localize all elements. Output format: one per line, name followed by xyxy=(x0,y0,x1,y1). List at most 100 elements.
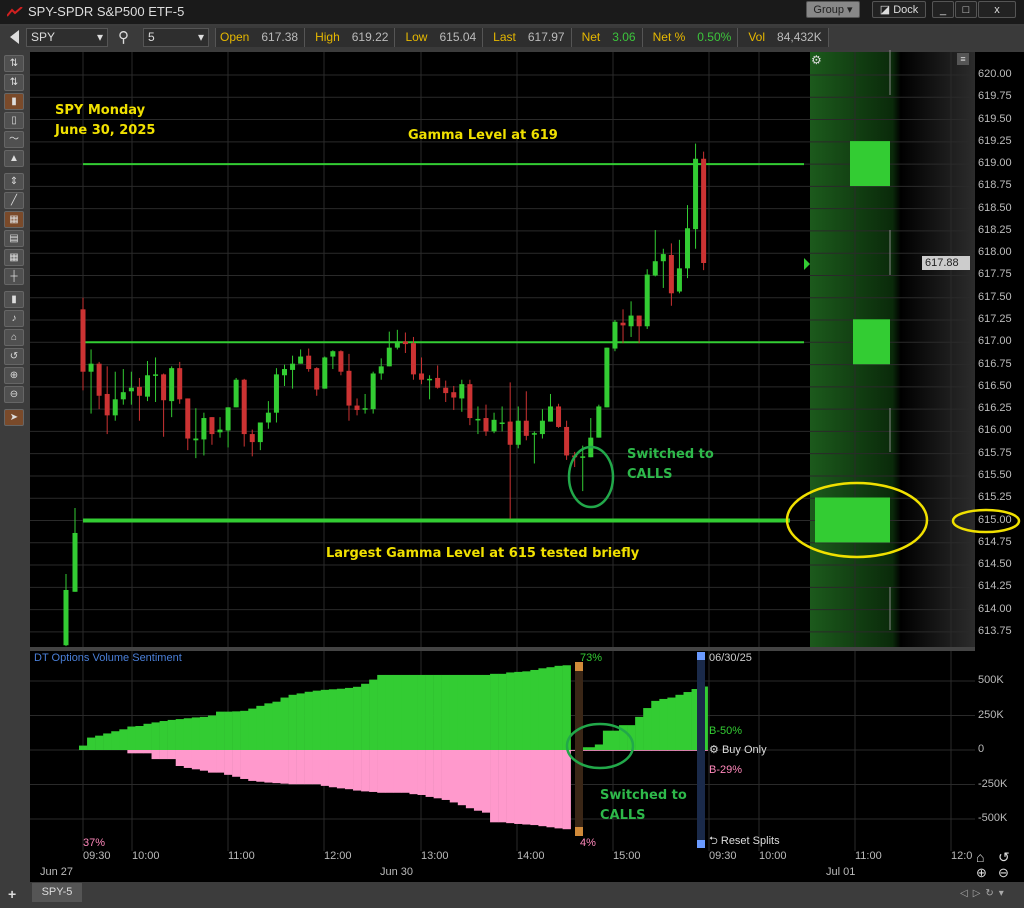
time-tick-label: 11:00 xyxy=(228,850,255,862)
candle-body xyxy=(451,392,457,398)
minimize-button[interactable]: _ xyxy=(932,1,954,18)
puts-volume-bar xyxy=(385,750,394,793)
puts-volume-bar xyxy=(312,750,322,785)
price-axis[interactable] xyxy=(975,52,1024,882)
scale-icon[interactable]: ⇕ xyxy=(4,173,24,190)
candle-body xyxy=(596,406,602,438)
calls-volume-bar xyxy=(514,671,523,750)
undo-icon[interactable]: ↺ xyxy=(4,348,24,365)
interval-input[interactable]: 5 ▾ xyxy=(143,28,209,47)
group-dropdown[interactable]: Group ▾ xyxy=(806,1,860,18)
table-icon[interactable]: ▤ xyxy=(4,230,24,247)
menu-icon[interactable]: ≡ xyxy=(957,53,969,65)
calls-volume-bar xyxy=(594,744,604,750)
time-tick-label: 11:00 xyxy=(855,850,882,862)
reset-splits-button[interactable]: ⮌ Reset Splits xyxy=(709,835,780,848)
puts-volume-bar xyxy=(143,750,152,754)
puts-volume-bar xyxy=(425,750,434,797)
log-scale-icon[interactable]: ╱ xyxy=(4,192,24,209)
price-tick-label: 619.50 xyxy=(978,112,1012,125)
calls-volume-bar xyxy=(490,673,499,750)
quote-value: 0.50% xyxy=(697,30,732,44)
split-handle-bottom xyxy=(575,827,583,836)
small-grid-icon[interactable]: ▦ xyxy=(4,249,24,266)
pan-icon[interactable]: ▮ xyxy=(4,291,24,308)
puts-volume-bar xyxy=(514,750,523,824)
puts-volume-bar xyxy=(353,750,362,791)
gamma-bar xyxy=(815,497,890,543)
home-icon[interactable]: ⌂ xyxy=(4,329,24,346)
price-tick-label: 615.25 xyxy=(978,491,1012,504)
home-icon[interactable]: ⌂ xyxy=(976,849,985,865)
puts-volume-bar xyxy=(449,750,459,803)
dock-label: Dock xyxy=(893,3,919,16)
b-puts-label: B-29% xyxy=(709,764,743,776)
quote-value: 3.06 xyxy=(612,30,636,44)
dock-button[interactable]: ◪ Dock xyxy=(872,1,926,18)
puts-volume-bar xyxy=(498,750,507,823)
buy-only-toggle[interactable]: ⚙ Buy Only xyxy=(709,744,767,757)
quote-value: 615.04 xyxy=(439,30,477,44)
candle-body xyxy=(169,368,175,402)
zoom-out-icon[interactable]: ⊖ xyxy=(4,386,24,403)
split-marker xyxy=(575,662,583,834)
line-chart-icon[interactable]: 〜 xyxy=(4,131,24,148)
zoom-out-icon[interactable]: ⊖ xyxy=(998,865,1009,880)
candle-body xyxy=(499,422,505,424)
bar-chart-icon[interactable]: ⇅ xyxy=(4,55,24,72)
puts-volume-bar xyxy=(619,750,628,751)
volume-tick-label: -250K xyxy=(978,777,1008,790)
candle-body xyxy=(112,399,118,416)
back-arrow-icon[interactable] xyxy=(10,30,19,44)
calls-volume-bar xyxy=(659,698,668,750)
price-tick-label: 619.25 xyxy=(978,134,1012,147)
undo-icon[interactable]: ↺ xyxy=(998,849,1010,865)
zoom-in-icon[interactable]: ⊕ xyxy=(976,865,987,880)
price-tick-label: 616.50 xyxy=(978,379,1012,392)
candle-body xyxy=(370,373,376,410)
grid-icon[interactable]: ▦ xyxy=(4,211,24,228)
puts-volume-bar xyxy=(288,750,297,785)
candle-body xyxy=(386,347,392,367)
annotation-title-1: SPY Monday xyxy=(55,103,146,118)
window-title: SPY-SPDR S&P500 ETF-5 xyxy=(28,4,185,19)
calls-volume-bar xyxy=(159,721,168,750)
hl-bar-icon[interactable]: ⇅ xyxy=(4,74,24,91)
symbol-input[interactable]: SPY ▾ xyxy=(26,28,108,47)
last-price-marker-icon xyxy=(804,258,810,270)
maximize-button[interactable]: □ xyxy=(955,1,977,18)
quote-vol: Vol 84,432K xyxy=(748,28,829,47)
price-tick-label: 613.75 xyxy=(978,624,1012,637)
candle-body xyxy=(443,387,449,394)
puts-volume-bar xyxy=(659,750,668,751)
tab-spy-5[interactable]: SPY-5 xyxy=(32,883,82,902)
search-icon[interactable]: ⚲ xyxy=(118,29,129,46)
volume-tick-label: 250K xyxy=(978,708,1004,721)
close-button[interactable]: x xyxy=(978,1,1016,18)
puts-pct-start-label: 37% xyxy=(83,837,106,849)
puts-volume-bar xyxy=(594,750,604,751)
calls-volume-bar xyxy=(610,730,620,750)
zoom-in-icon[interactable]: ⊕ xyxy=(4,367,24,384)
settings-gear-icon[interactable]: ⚙ xyxy=(811,53,822,67)
crosshair-icon[interactable]: ┼ xyxy=(4,268,24,285)
mountain-chart-icon[interactable]: ▲ xyxy=(4,150,24,167)
candle-body xyxy=(685,228,690,269)
pin-icon[interactable]: ♪ xyxy=(4,310,24,327)
candle-body xyxy=(185,398,191,439)
time-axis[interactable] xyxy=(30,851,1024,882)
quote-value: 84,432K xyxy=(777,30,822,44)
puts-volume-bar xyxy=(651,750,660,751)
candlestick-icon[interactable]: ▮ xyxy=(4,93,24,110)
add-tab-button[interactable]: + xyxy=(8,886,17,902)
price-tick-label: 615.00 xyxy=(978,513,1012,526)
puts-volume-bar xyxy=(506,750,515,824)
candle-body xyxy=(63,589,69,646)
pointer-icon[interactable]: ➤ xyxy=(4,409,24,426)
puts-volume-bar xyxy=(554,750,563,829)
ohlc-icon[interactable]: ▯ xyxy=(4,112,24,129)
calls-volume-bar xyxy=(240,710,249,750)
candle-body xyxy=(314,368,320,390)
tab-nav-icons[interactable]: ◁▷↻▾ xyxy=(960,888,1009,899)
annotation-circle xyxy=(565,722,635,770)
